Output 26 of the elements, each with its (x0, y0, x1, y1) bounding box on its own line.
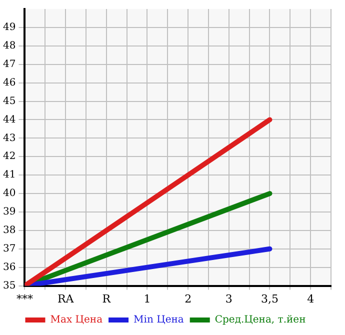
x-tick-label: RA (57, 292, 75, 306)
x-tick-label: 3 (225, 292, 232, 306)
y-tick-label: 41 (2, 170, 16, 181)
y-tick-label: 45 (2, 96, 16, 107)
y-tick-label: 37 (2, 243, 16, 254)
y-tick-label: 47 (2, 58, 16, 70)
legend-label: Сред.Цена, т.йен (214, 314, 306, 326)
x-tick-label: R (102, 292, 112, 306)
x-tick-label: *** (16, 292, 34, 306)
y-tick-label: 49 (2, 22, 16, 34)
x-tick-label: 3,5 (260, 292, 278, 306)
x-tick-label: 1 (144, 292, 151, 306)
x-tick-label: 2 (184, 292, 192, 306)
y-tick-label: 43 (2, 132, 16, 144)
y-tick-label: 42 (2, 151, 16, 162)
y-tick-label: 44 (2, 114, 16, 126)
x-tick-label: 4 (307, 292, 314, 306)
y-tick-label: 48 (2, 40, 16, 52)
y-tick-label: 36 (2, 262, 16, 273)
y-tick-label: 35 (2, 280, 16, 292)
legend-label: Max Цена (50, 314, 103, 326)
y-tick-label: 39 (2, 206, 16, 218)
legend-label: Min Цена (134, 314, 184, 326)
y-tick-label: 40 (2, 188, 16, 200)
y-tick-label: 38 (2, 225, 16, 236)
y-tick-label: 46 (2, 77, 16, 88)
